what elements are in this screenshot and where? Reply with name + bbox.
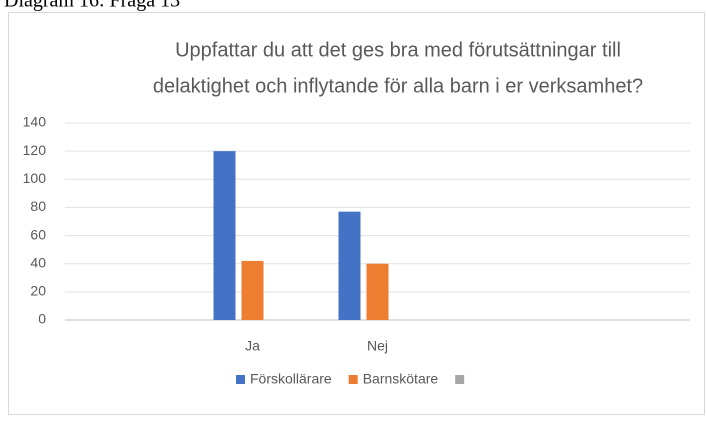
legend-label: Barnskötare [363,371,439,387]
y-tick-label: 20 [30,283,46,299]
caption: Diagram 16: Fråga 13 [4,0,180,12]
x-tick-label: Nej [367,338,388,354]
bar [366,263,389,320]
legend-label: Förskollärare [250,371,332,387]
legend-swatch [455,375,465,384]
y-tick-label: 40 [30,254,46,270]
chart-title: Uppfattar du att det ges bra med förutsä… [175,39,621,61]
y-tick-label: 0 [38,311,46,327]
legend-swatch [348,375,358,384]
chart-title: delaktighet och inflytande för alla barn… [153,75,643,97]
bar [241,260,264,320]
bar [338,211,361,320]
y-tick-label: 140 [23,114,47,130]
x-tick-label: Ja [245,338,260,354]
y-tick-label: 60 [30,226,46,242]
y-tick-label: 100 [23,170,47,186]
legend-swatch [236,375,245,384]
y-tick-label: 80 [30,198,46,214]
bar [213,151,236,320]
y-tick-label: 120 [23,142,47,158]
